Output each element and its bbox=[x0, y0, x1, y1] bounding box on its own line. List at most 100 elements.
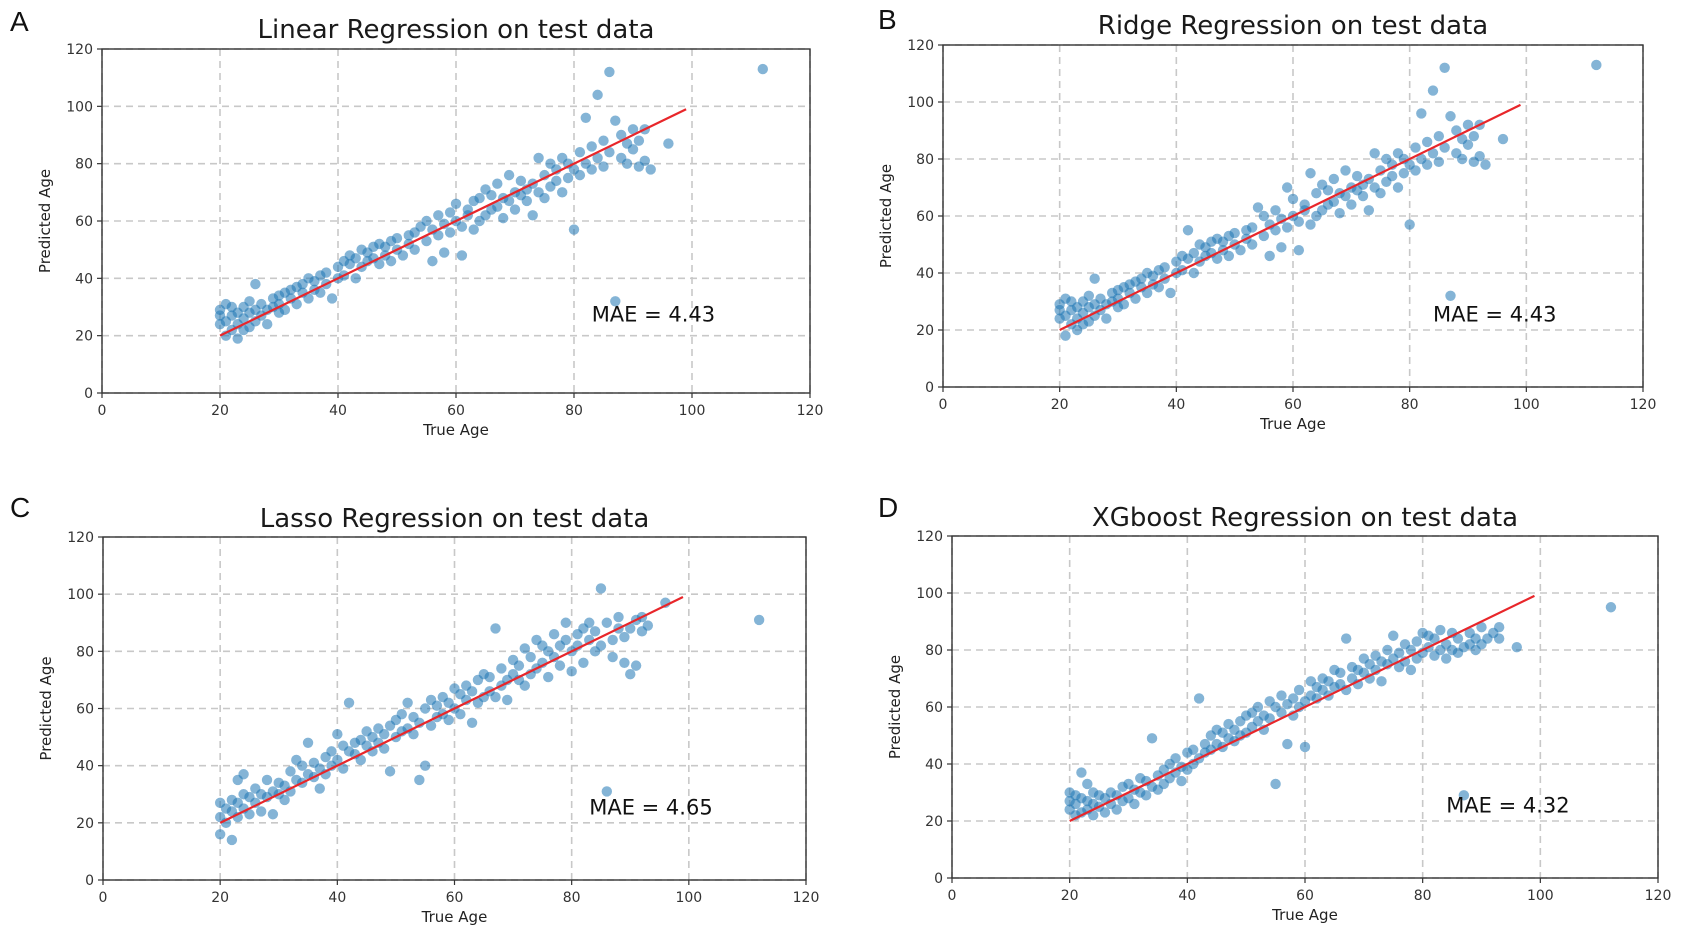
x-axis-label: True Age bbox=[1259, 415, 1326, 433]
scatter-point bbox=[1328, 196, 1340, 207]
x-tick-label: 60 bbox=[1296, 888, 1314, 904]
scatter-point bbox=[1188, 267, 1200, 279]
scatter-point bbox=[1293, 245, 1305, 256]
scatter-point bbox=[525, 651, 536, 663]
scatter-point bbox=[1129, 798, 1140, 810]
scatter-point bbox=[533, 152, 544, 164]
scatter-point bbox=[315, 287, 326, 298]
scatter-point bbox=[468, 224, 479, 235]
scatter-point bbox=[560, 617, 572, 628]
scatter-point bbox=[466, 717, 478, 728]
y-tick-label: 80 bbox=[76, 644, 94, 660]
scatter-point bbox=[474, 192, 485, 204]
scatter-point bbox=[566, 666, 577, 677]
scatter-point bbox=[1445, 290, 1456, 301]
scatter-point bbox=[1427, 85, 1439, 96]
scatter-point bbox=[1452, 633, 1464, 644]
scatter-point bbox=[490, 691, 501, 703]
scatter-point bbox=[607, 634, 618, 646]
x-tick-label: 120 bbox=[797, 403, 824, 419]
y-tick-label: 0 bbox=[934, 871, 943, 887]
scatter-point bbox=[1130, 293, 1141, 304]
scatter-point bbox=[601, 786, 613, 797]
scatter-point bbox=[639, 155, 650, 166]
scatter-point bbox=[598, 135, 609, 146]
scatter-point bbox=[462, 204, 473, 215]
scatter-point bbox=[321, 267, 332, 278]
scatter-point bbox=[586, 164, 597, 175]
scatter-point bbox=[1458, 790, 1470, 801]
scatter-point bbox=[1305, 168, 1316, 179]
scatter-point bbox=[1351, 170, 1363, 182]
scatter-point bbox=[450, 198, 462, 209]
scatter-point bbox=[503, 169, 515, 181]
scatter-point bbox=[1456, 153, 1468, 165]
y-tick-label: 60 bbox=[76, 702, 94, 718]
scatter-point bbox=[1276, 707, 1287, 718]
scatter-point bbox=[1474, 150, 1485, 162]
scatter-point bbox=[385, 255, 397, 267]
x-tick-label: 100 bbox=[1527, 888, 1554, 904]
scatter-point bbox=[302, 737, 314, 748]
scatter-point bbox=[1497, 133, 1509, 145]
scatter-point bbox=[261, 774, 273, 786]
scatter-point bbox=[562, 172, 574, 184]
scatter-point bbox=[515, 175, 527, 187]
scatter-point bbox=[584, 617, 595, 628]
scatter-point bbox=[519, 680, 530, 691]
scatter-point bbox=[1176, 775, 1187, 787]
scatter-point bbox=[633, 135, 645, 146]
scatter-point bbox=[326, 746, 337, 757]
scatter-point bbox=[456, 250, 468, 261]
scatter-point bbox=[1346, 199, 1357, 210]
scatter-point bbox=[1416, 108, 1427, 119]
scatter-point bbox=[502, 694, 513, 706]
scatter-point bbox=[326, 293, 338, 304]
scatter-point bbox=[1111, 804, 1122, 815]
scatter-point bbox=[595, 640, 607, 651]
scatter-point bbox=[604, 147, 615, 158]
scatter-point bbox=[350, 273, 361, 284]
scatter-point bbox=[601, 617, 613, 628]
scatter-point bbox=[303, 293, 314, 304]
chart-title: XGboost Regression on test data bbox=[1092, 503, 1518, 533]
y-axis-label: Predicted Age bbox=[36, 169, 54, 273]
scatter-point bbox=[1375, 188, 1386, 199]
scatter-point bbox=[560, 634, 572, 646]
scatter-point bbox=[1433, 156, 1445, 168]
y-tick-label: 100 bbox=[66, 99, 93, 115]
chart-panel-d: 0 20 40 60 80 100 120 0 20 40 60 80 100 120 MAE = 4.32… bbox=[886, 503, 1671, 924]
y-tick-label: 100 bbox=[67, 587, 94, 603]
scatter-point bbox=[1083, 290, 1095, 301]
scatter-point bbox=[625, 669, 636, 680]
panel-letter-a: A bbox=[10, 6, 29, 37]
panel-letter-d: D bbox=[878, 492, 899, 523]
y-tick-label: 0 bbox=[85, 873, 94, 889]
scatter-point bbox=[1299, 741, 1311, 753]
scatter-point bbox=[262, 319, 273, 330]
y-tick-label: 40 bbox=[925, 757, 943, 773]
x-tick-label: 100 bbox=[679, 403, 706, 419]
scatter-point bbox=[279, 304, 291, 316]
chart-panel-b: 0 20 40 60 80 100 120 0 20 40 60 80 100 120 MAE = 4.43… bbox=[877, 11, 1656, 433]
scatter-point bbox=[1170, 753, 1181, 764]
scatter-point bbox=[1386, 170, 1398, 182]
mae-annotation: MAE = 4.32 bbox=[1446, 793, 1569, 817]
y-tick-label: 120 bbox=[907, 38, 934, 54]
scatter-point bbox=[425, 720, 437, 731]
x-tick-label: 40 bbox=[329, 403, 347, 419]
scatter-point bbox=[498, 212, 509, 224]
scatter-point bbox=[443, 714, 454, 726]
scatter-point bbox=[337, 763, 349, 774]
scatter-point bbox=[490, 623, 501, 634]
y-tick-label: 0 bbox=[925, 380, 934, 396]
scatter-point bbox=[1182, 225, 1194, 236]
scatter-point bbox=[296, 760, 308, 771]
scatter-point bbox=[1476, 622, 1487, 633]
scatter-point bbox=[1435, 624, 1446, 636]
scatter-point bbox=[1357, 190, 1369, 202]
scatter-point bbox=[350, 253, 361, 264]
y-tick-label: 80 bbox=[925, 643, 943, 659]
x-axis-label: True Age bbox=[422, 421, 489, 439]
scatter-point bbox=[627, 144, 639, 155]
